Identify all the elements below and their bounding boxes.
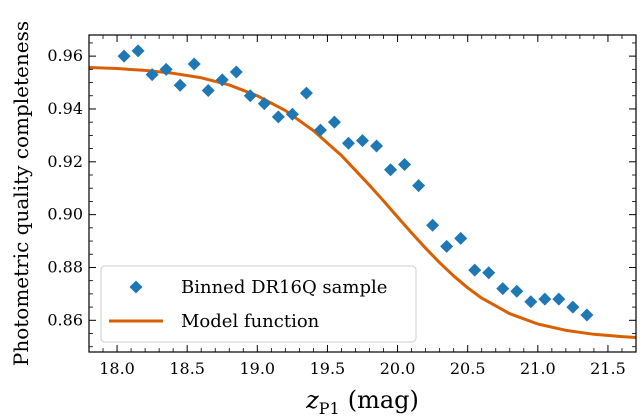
legend-marker-scatter xyxy=(129,280,143,294)
data-point xyxy=(398,157,412,171)
y-tick-label: 0.96 xyxy=(47,46,83,65)
legend: Binned DR16Q sample Model function xyxy=(100,265,417,343)
data-point xyxy=(496,282,510,296)
data-point xyxy=(566,300,580,314)
plot-area xyxy=(89,44,636,339)
data-point xyxy=(341,136,355,150)
axes: 18.0 18.5 19.0 19.5 20.0 20.5 21.0 21.5 0.86 0.88… xyxy=(9,21,637,418)
x-tick-label: 20.5 xyxy=(450,359,486,378)
data-point xyxy=(145,68,159,82)
x-axis-label: zP1 (mag) xyxy=(305,386,419,418)
x-tick-label: 21.0 xyxy=(520,359,556,378)
data-point xyxy=(426,218,440,232)
data-point xyxy=(356,134,369,148)
y-tick-label: 0.94 xyxy=(47,99,83,118)
data-point xyxy=(257,97,271,111)
y-tick-label: 0.88 xyxy=(47,257,83,276)
data-point xyxy=(299,86,313,100)
y-tick-label: 0.90 xyxy=(47,205,83,224)
data-point xyxy=(285,107,299,121)
data-point xyxy=(482,266,496,280)
data-point xyxy=(173,78,187,92)
data-point xyxy=(215,73,229,87)
data-point xyxy=(524,295,538,309)
x-tick-label: 18.0 xyxy=(99,359,135,378)
model-function-line xyxy=(89,65,636,339)
x-tick-label: 19.0 xyxy=(239,359,275,378)
data-point xyxy=(117,49,131,63)
data-point xyxy=(510,284,524,298)
data-point xyxy=(131,44,145,58)
x-tick-label: 18.5 xyxy=(169,359,205,378)
data-point xyxy=(580,308,594,322)
data-point xyxy=(384,163,398,177)
y-tick-label: 0.86 xyxy=(47,310,83,329)
data-point xyxy=(552,292,566,306)
y-tick-label: 0.92 xyxy=(47,152,83,171)
data-point xyxy=(243,89,257,103)
data-point xyxy=(187,57,201,71)
legend-label-line: Model function xyxy=(181,311,320,332)
legend-label-scatter: Binned DR16Q sample xyxy=(181,277,387,298)
y-axis-label: Photometric quality completeness xyxy=(9,21,33,366)
data-point xyxy=(370,139,384,153)
data-point xyxy=(327,115,341,129)
x-tick-label: 21.5 xyxy=(590,359,626,378)
data-point xyxy=(159,62,173,76)
data-point xyxy=(454,231,468,245)
data-point xyxy=(538,292,552,306)
data-point xyxy=(271,110,285,124)
x-tick-label: 19.5 xyxy=(310,359,346,378)
data-point xyxy=(313,123,327,137)
plot-frame xyxy=(88,34,637,353)
data-point xyxy=(201,83,215,97)
data-point xyxy=(468,263,482,277)
data-point xyxy=(440,239,454,253)
data-point xyxy=(229,65,243,79)
data-point xyxy=(412,179,426,193)
x-tick-label: 20.0 xyxy=(380,359,416,378)
legend-box xyxy=(100,265,417,343)
